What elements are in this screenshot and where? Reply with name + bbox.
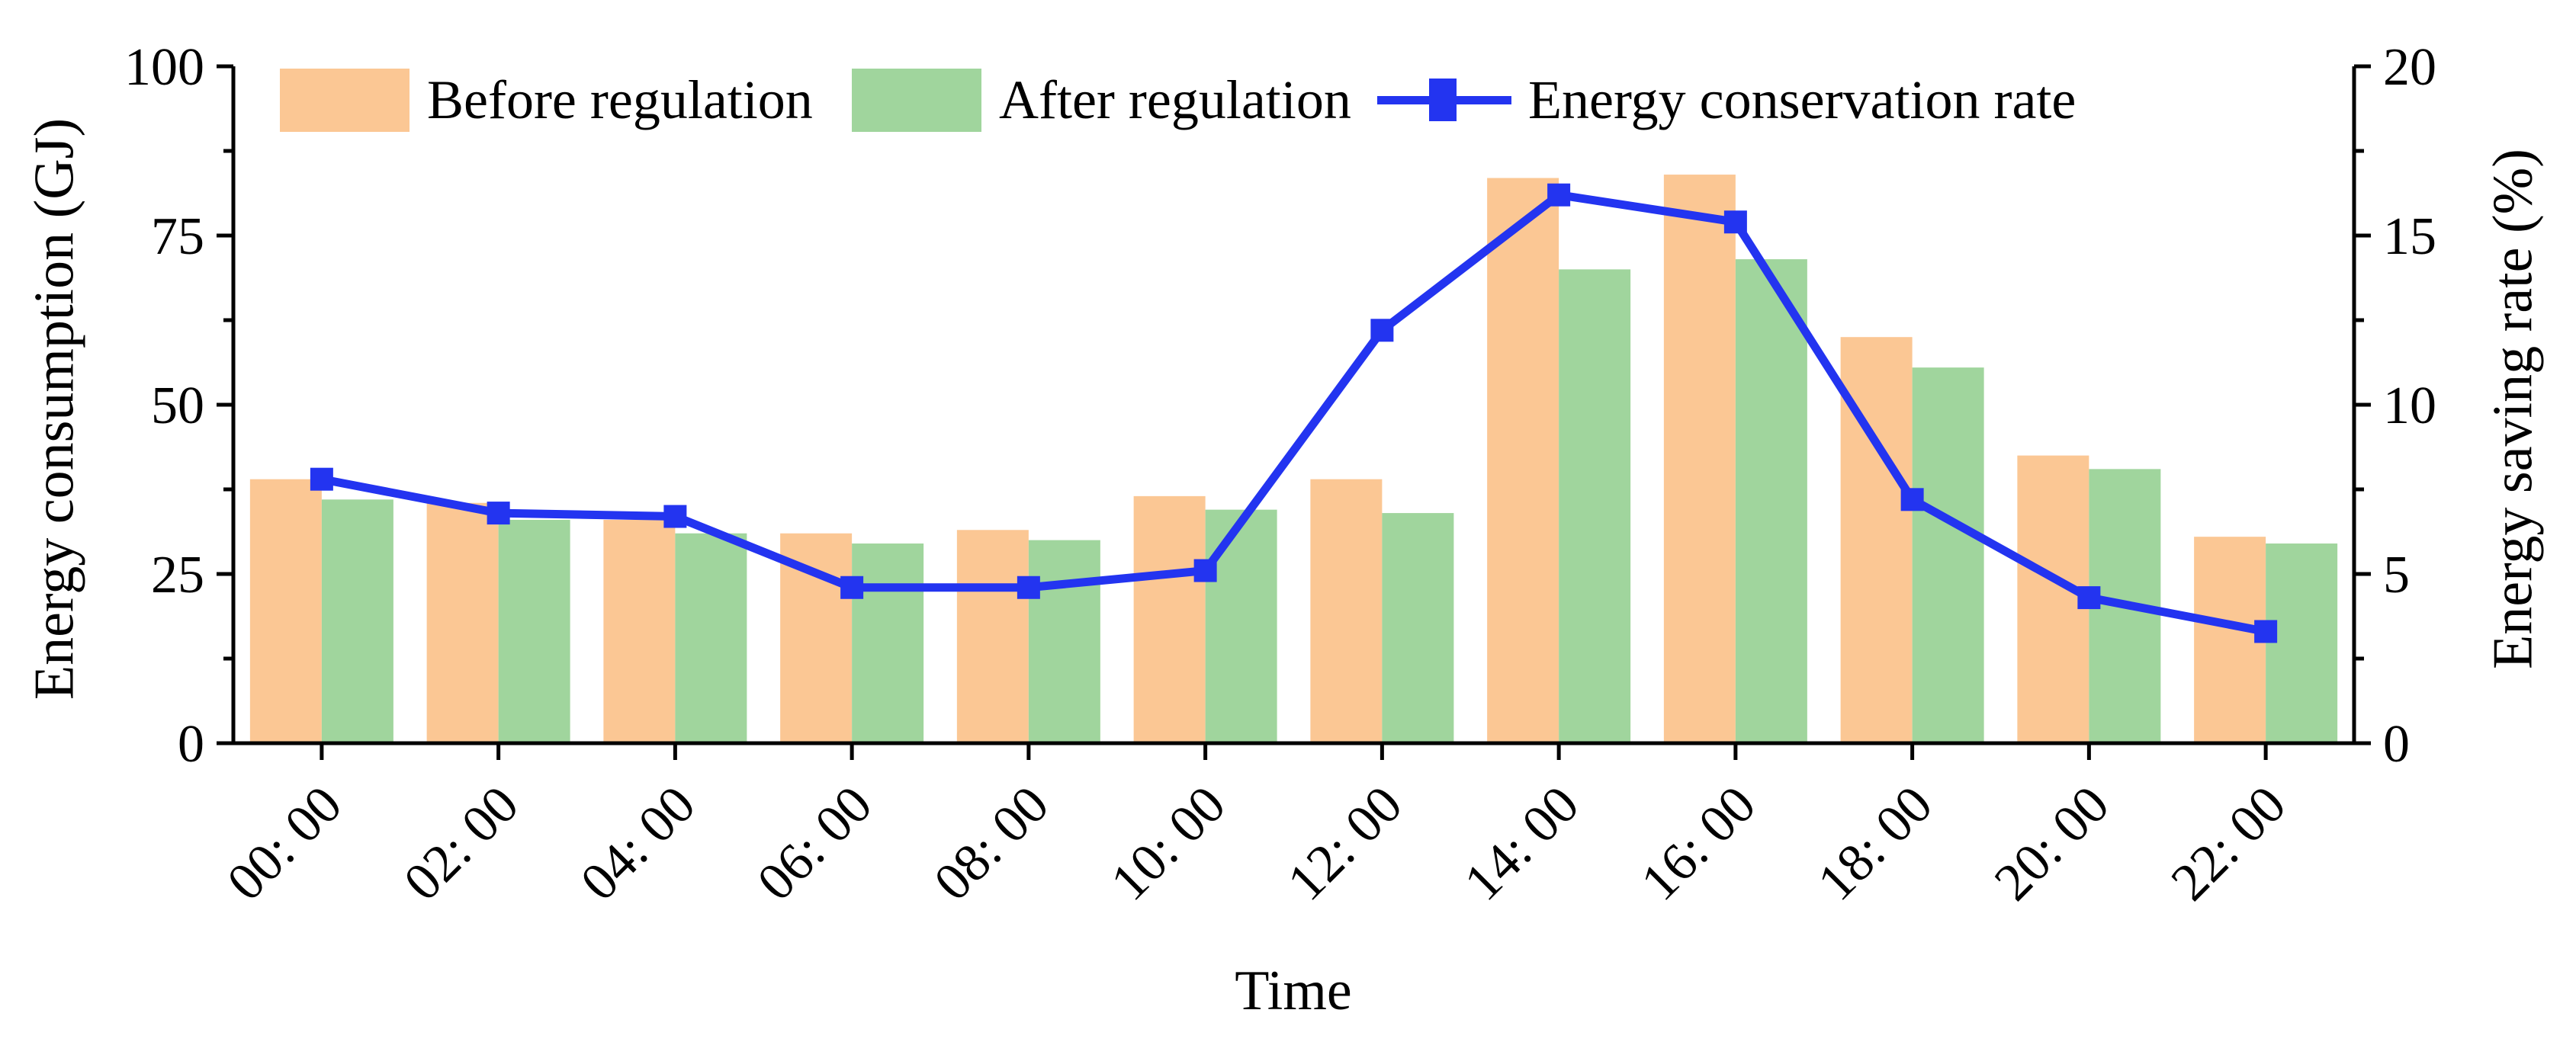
- y-right-tick-label: 5: [2383, 546, 2410, 604]
- x-tick-label: 00: 00: [217, 775, 354, 912]
- bar-before-regulation: [1663, 175, 1736, 743]
- y-left-tick-label: 100: [124, 38, 204, 97]
- x-tick-label: 04: 00: [570, 775, 707, 912]
- bar-before-regulation: [603, 519, 676, 743]
- energy-conservation-rate-marker: [1017, 575, 1040, 599]
- bar-after-regulation: [321, 499, 393, 743]
- y-left-tick-label: 25: [151, 546, 204, 604]
- energy-conservation-rate-marker: [487, 502, 510, 525]
- legend-label-before-regulation: Before regulation: [427, 69, 813, 130]
- bar-before-regulation: [249, 479, 322, 743]
- bar-before-regulation: [426, 502, 499, 743]
- bar-after-regulation: [675, 533, 747, 743]
- y-right-tick-label: 10: [2383, 377, 2436, 435]
- y-axis-left-title: Energy consumption (GJ): [23, 117, 86, 701]
- energy-conservation-rate-marker: [2254, 620, 2278, 643]
- energy-conservation-rate-marker: [1547, 183, 1571, 207]
- y-left-tick-label: 75: [151, 207, 204, 266]
- bar-after-regulation: [1912, 367, 1984, 743]
- y-right-tick-label: 20: [2383, 38, 2436, 97]
- x-tick-label: 12: 00: [1277, 775, 1414, 912]
- bar-before-regulation: [2194, 537, 2266, 743]
- bar-before-regulation: [1310, 479, 1383, 743]
- legend-swatch-after-regulation: [852, 69, 981, 132]
- y-left-tick-label: 0: [178, 715, 204, 774]
- energy-conservation-rate-marker: [840, 575, 864, 599]
- x-tick-label: 06: 00: [747, 775, 884, 912]
- energy-conservation-rate-marker: [1370, 319, 1394, 342]
- bar-before-regulation: [780, 533, 853, 743]
- energy-conservation-rate-marker: [2077, 586, 2101, 610]
- bar-after-regulation: [498, 519, 570, 743]
- x-tick-label: 22: 00: [2160, 775, 2298, 912]
- bar-after-regulation: [1382, 513, 1454, 743]
- bar-before-regulation: [956, 530, 1029, 743]
- x-tick-label: 16: 00: [1630, 775, 1768, 912]
- energy-conservation-rate-marker: [1723, 210, 1747, 234]
- y-axis-right-title: Energy saving rate (%): [2481, 149, 2545, 669]
- x-tick-label: 20: 00: [1983, 775, 2121, 912]
- y-left-tick-label: 50: [151, 377, 204, 435]
- legend-label-after-regulation: After regulation: [999, 69, 1351, 130]
- x-tick-label: 14: 00: [1453, 775, 1591, 912]
- x-tick-label: 18: 00: [1807, 775, 1944, 912]
- energy-conservation-rate-line: [320, 190, 2267, 636]
- energy-conservation-rate-marker: [663, 505, 687, 528]
- y-right-tick-label: 15: [2383, 207, 2436, 266]
- bar-after-regulation: [1559, 269, 1631, 743]
- energy-conservation-rate-marker: [1900, 488, 1924, 511]
- x-tick-label: 08: 00: [923, 775, 1061, 912]
- bar-after-regulation: [2266, 543, 2338, 743]
- x-tick-label: 02: 00: [393, 775, 530, 912]
- legend-square-marker-icon: [1429, 79, 1457, 121]
- energy-conservation-rate-marker: [310, 467, 333, 491]
- bar-before-regulation: [1133, 495, 1206, 743]
- bar-after-regulation: [1205, 509, 1277, 743]
- bar-after-regulation: [1735, 259, 1807, 744]
- bar-after-regulation: [1028, 540, 1100, 743]
- energy-conservation-rate-marker: [1193, 559, 1217, 582]
- legend-label-energy-conservation-rate: Energy conservation rate: [1528, 69, 2077, 130]
- bar-before-regulation: [2017, 455, 2089, 743]
- bar-before-regulation: [1487, 178, 1559, 743]
- x-tick-label: 10: 00: [1100, 775, 1237, 912]
- bar-after-regulation: [852, 543, 924, 743]
- legend-swatch-before-regulation: [280, 69, 410, 132]
- x-axis-title: Time: [1235, 960, 1352, 1022]
- y-right-tick-label: 0: [2383, 715, 2410, 774]
